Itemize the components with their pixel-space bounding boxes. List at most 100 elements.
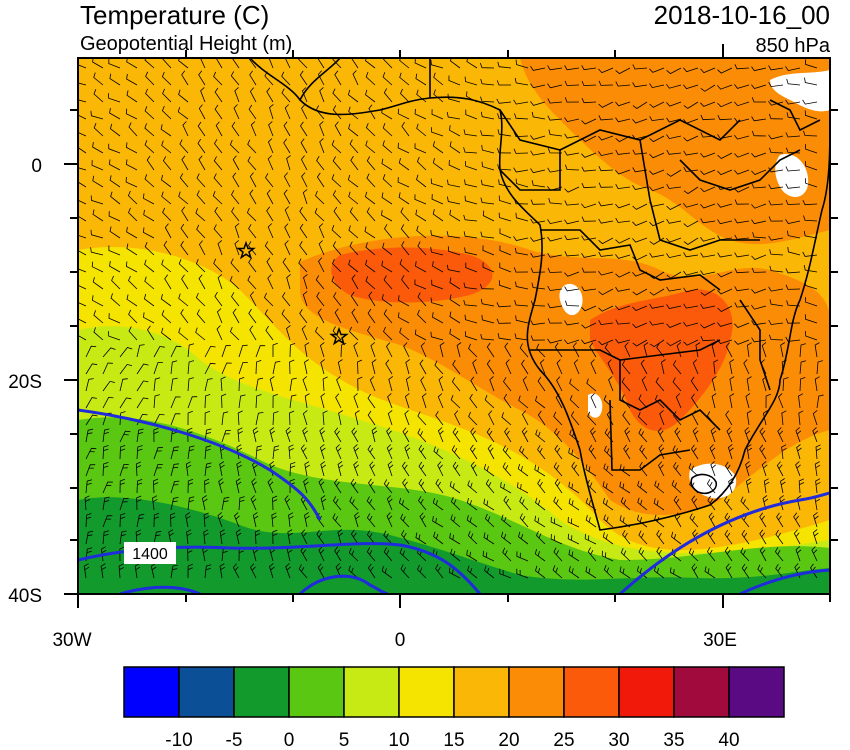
wind-barb xyxy=(480,96,495,103)
wind-barb xyxy=(170,345,182,358)
wind-barb xyxy=(91,160,104,171)
wind-barb xyxy=(386,495,393,511)
wind-barb xyxy=(255,394,262,409)
wind-barb xyxy=(654,480,665,494)
wind-barb xyxy=(547,303,563,309)
wind-barb xyxy=(338,410,344,426)
wind-barb xyxy=(400,207,410,222)
wind-barb xyxy=(181,70,189,86)
wind-barb xyxy=(304,393,310,409)
wind-barb xyxy=(414,329,427,341)
wind-barb xyxy=(567,533,580,545)
wind-barb xyxy=(370,342,376,358)
wind-barb xyxy=(785,166,801,172)
wind-barb xyxy=(734,169,750,175)
wind-barb xyxy=(724,529,733,545)
wind-barb xyxy=(672,377,682,392)
wind-barb xyxy=(638,547,648,562)
wind-barb xyxy=(337,359,343,375)
contour-upper xyxy=(78,408,322,521)
wind-barb xyxy=(371,359,377,375)
wind-barb xyxy=(336,376,342,392)
wind-barb xyxy=(231,121,240,137)
wind-barb xyxy=(319,342,325,358)
wind-barb xyxy=(734,199,750,205)
wind-barb xyxy=(432,157,444,171)
wind-barb xyxy=(153,464,163,477)
wind-barb xyxy=(571,461,580,477)
wind-barb xyxy=(585,464,597,477)
wind-barb xyxy=(564,186,580,193)
wind-barb xyxy=(804,314,818,324)
wind-barb xyxy=(204,378,213,392)
wind-barb xyxy=(802,251,818,257)
wind-barb xyxy=(109,107,121,120)
wind-barb xyxy=(301,172,308,188)
wind-barb xyxy=(248,257,257,273)
wind-barb xyxy=(632,185,648,190)
wind-barb xyxy=(466,497,478,511)
wind-barb xyxy=(196,173,206,188)
wind-barb xyxy=(502,462,512,477)
wind-barb xyxy=(765,393,771,409)
wind-barb xyxy=(414,279,427,290)
wind-barb xyxy=(170,413,181,426)
wind-barb xyxy=(315,190,325,205)
wind-barb xyxy=(530,267,546,273)
wind-barb xyxy=(365,259,376,273)
wind-barb xyxy=(451,445,461,460)
wind-barb xyxy=(134,563,141,579)
wind-barb xyxy=(403,342,410,358)
wind-barb xyxy=(729,359,735,375)
wind-barb xyxy=(126,243,138,256)
wind-barb xyxy=(367,444,376,460)
wind-barb xyxy=(564,200,580,206)
wind-barb xyxy=(302,427,308,443)
wind-barb xyxy=(530,218,546,224)
wind-barb xyxy=(314,208,325,222)
wind-barb xyxy=(573,359,580,375)
wind-barb xyxy=(564,339,580,345)
wind-barb xyxy=(751,288,767,294)
wind-barb xyxy=(503,377,512,392)
wind-barb xyxy=(717,152,733,159)
wind-barb xyxy=(214,87,223,103)
wind-barb xyxy=(514,299,529,307)
wind-barb xyxy=(632,271,648,277)
wind-barb xyxy=(638,428,648,443)
wind-barb xyxy=(401,461,410,477)
wind-barb xyxy=(382,140,393,154)
wind-barb xyxy=(534,548,546,562)
wind-barb xyxy=(464,247,478,256)
wind-barb xyxy=(683,339,699,346)
wind-barb xyxy=(418,496,427,511)
wind-barb xyxy=(479,62,495,69)
wind-barb xyxy=(142,227,155,239)
wind-barb xyxy=(143,209,155,222)
wind-barb xyxy=(90,229,104,239)
wind-barb xyxy=(615,217,631,223)
wind-barb xyxy=(704,566,716,579)
wind-barb xyxy=(769,299,784,307)
wind-barb xyxy=(78,64,87,69)
contour-label: 1400 xyxy=(132,546,168,563)
wind-barb xyxy=(229,139,240,154)
wind-barb xyxy=(615,117,631,123)
y-label-0: 0 xyxy=(31,156,42,177)
wind-barb xyxy=(418,478,427,494)
wind-barb xyxy=(235,478,242,494)
wind-barb xyxy=(119,497,129,511)
wind-barb xyxy=(581,65,597,71)
wind-barb xyxy=(266,257,274,273)
wind-barb xyxy=(349,139,359,154)
wind-barb xyxy=(550,516,563,528)
wind-barb xyxy=(401,241,410,256)
wind-barb xyxy=(283,189,291,205)
wind-barb xyxy=(234,223,240,239)
wind-barb xyxy=(267,223,274,239)
wind-barb xyxy=(334,70,342,86)
wind-barb xyxy=(317,563,325,579)
wind-barb xyxy=(414,58,427,69)
wind-barb xyxy=(152,478,159,494)
wind-barb xyxy=(717,219,733,225)
